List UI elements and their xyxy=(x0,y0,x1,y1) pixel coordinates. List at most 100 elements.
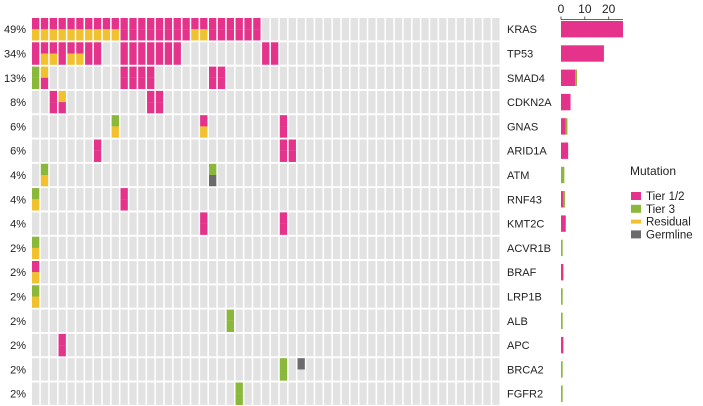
grid-cell xyxy=(474,188,482,211)
grid-cell xyxy=(386,358,394,381)
grid-cell xyxy=(217,42,226,65)
grid-cell xyxy=(403,66,411,89)
grid-cell xyxy=(253,212,261,235)
grid-cell xyxy=(182,333,190,357)
grid-cell xyxy=(120,236,128,260)
grid-cell xyxy=(76,139,84,162)
grid-cell xyxy=(85,139,93,162)
count-bar-tier12 xyxy=(561,93,571,111)
grid-cell xyxy=(483,163,491,187)
grid-cell xyxy=(492,236,500,260)
grid-cell xyxy=(164,285,173,308)
grid-cell xyxy=(439,212,447,235)
grid-cell xyxy=(359,42,367,65)
grid-cell xyxy=(147,382,155,405)
grid-cell xyxy=(368,18,376,41)
grid-cell xyxy=(412,261,420,284)
grid-cell xyxy=(377,42,385,65)
grid-cell xyxy=(173,212,181,235)
grid-cell xyxy=(350,261,358,284)
grid-cell xyxy=(447,188,456,211)
grid-cell xyxy=(173,285,181,308)
grid-cell xyxy=(93,188,102,211)
mutation-cell-tier3 xyxy=(111,115,119,127)
grid-cell xyxy=(262,163,270,187)
grid-cell xyxy=(138,212,146,235)
percentage-label: 6% xyxy=(10,146,26,158)
grid-cell xyxy=(253,42,261,65)
grid-cell xyxy=(49,115,57,138)
grid-cell xyxy=(270,188,279,211)
mutation-cell-tier12 xyxy=(147,66,155,78)
grid-cell xyxy=(58,358,66,381)
grid-cell xyxy=(465,309,473,332)
grid-cell xyxy=(102,285,111,308)
grid-cell xyxy=(421,42,429,65)
grid-cell xyxy=(306,212,314,235)
legend-swatch-residual xyxy=(631,219,641,224)
grid-cell xyxy=(76,309,84,332)
mutation-cell-tier3 xyxy=(209,163,217,176)
grid-cell xyxy=(270,358,279,381)
grid-cell xyxy=(102,42,111,65)
grid-cell xyxy=(182,358,190,381)
grid-cell xyxy=(394,42,403,65)
grid-cell xyxy=(209,261,217,284)
grid-cell xyxy=(315,42,323,65)
grid-cell xyxy=(430,333,438,357)
grid-cell xyxy=(173,139,181,162)
grid-cell xyxy=(217,333,226,357)
grid-cell xyxy=(279,285,288,308)
percentage-label: 2% xyxy=(10,340,26,352)
grid-cell xyxy=(439,18,447,41)
grid-cell xyxy=(270,382,279,405)
grid-cell xyxy=(306,139,314,162)
grid-cell xyxy=(465,212,473,235)
mutation-cell-tier12 xyxy=(191,18,199,30)
grid-cell xyxy=(447,115,456,138)
grid-cell xyxy=(49,358,57,381)
grid-cell xyxy=(288,309,296,332)
legend-label-germline: Germline xyxy=(646,229,693,241)
grid-cell xyxy=(439,163,447,187)
grid-cell xyxy=(412,66,420,89)
grid-cell xyxy=(456,333,465,357)
grid-cell xyxy=(173,236,181,260)
grid-cell xyxy=(244,309,252,332)
grid-cell xyxy=(474,163,482,187)
mutation-cell-tier12 xyxy=(32,261,40,273)
grid-cell xyxy=(288,18,296,41)
grid-cell xyxy=(191,309,199,332)
grid-cell xyxy=(138,261,146,284)
grid-cell xyxy=(67,90,75,114)
grid-cell xyxy=(138,309,146,332)
mutation-cell-residual xyxy=(67,53,75,65)
mutation-cell-tier12 xyxy=(226,18,234,30)
grid-cell xyxy=(297,261,305,284)
grid-cell xyxy=(173,382,181,405)
grid-cell xyxy=(270,139,279,162)
grid-cell xyxy=(421,236,429,260)
mutation-cell-tier12 xyxy=(120,42,128,54)
mutation-cell-tier3 xyxy=(32,285,40,297)
grid-cell xyxy=(315,285,323,308)
grid-cell xyxy=(394,212,403,235)
grid-cell xyxy=(93,382,102,405)
grid-cell xyxy=(439,285,447,308)
grid-cell xyxy=(226,90,234,114)
grid-cell xyxy=(430,66,438,89)
grid-cell xyxy=(49,382,57,405)
grid-cell xyxy=(297,139,305,162)
grid-cell xyxy=(279,42,288,65)
gene-label: BRAF xyxy=(507,267,537,279)
grid-cell xyxy=(483,212,491,235)
mutation-cell-tier12 xyxy=(209,29,217,41)
grid-cell xyxy=(315,163,323,187)
mutation-cell-tier12 xyxy=(120,66,128,78)
grid-cell xyxy=(350,309,358,332)
grid-cell xyxy=(297,66,305,89)
grid-cell xyxy=(439,382,447,405)
grid-cell xyxy=(386,90,394,114)
grid-cell xyxy=(465,188,473,211)
grid-cell xyxy=(93,358,102,381)
